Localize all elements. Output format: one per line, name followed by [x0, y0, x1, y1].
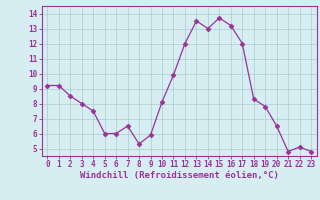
X-axis label: Windchill (Refroidissement éolien,°C): Windchill (Refroidissement éolien,°C): [80, 171, 279, 180]
